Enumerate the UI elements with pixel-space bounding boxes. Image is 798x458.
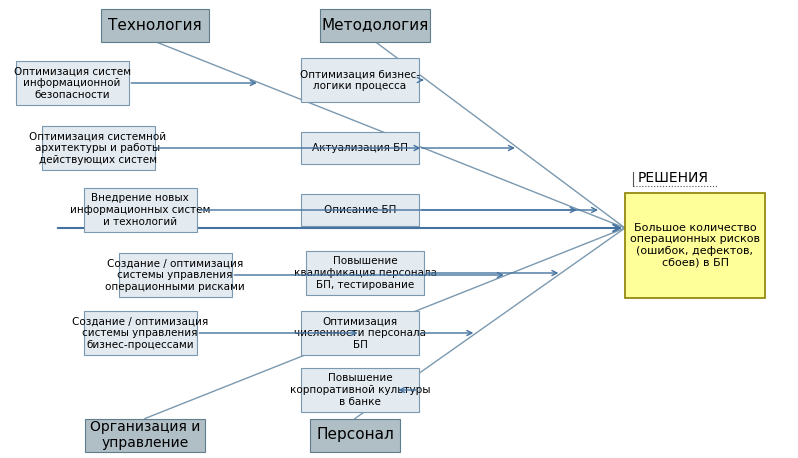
- FancyBboxPatch shape: [101, 9, 209, 42]
- Text: РЕШЕНИЯ: РЕШЕНИЯ: [638, 171, 709, 185]
- Text: Оптимизация систем
информационной
безопасности: Оптимизация систем информационной безопа…: [14, 66, 131, 99]
- FancyBboxPatch shape: [15, 61, 128, 105]
- FancyBboxPatch shape: [301, 311, 419, 355]
- Text: Описание БП: Описание БП: [324, 205, 396, 215]
- FancyBboxPatch shape: [301, 132, 419, 164]
- Text: Большое количество
операционных рисков
(ошибок, дефектов,
сбоев) в БП: Большое количество операционных рисков (…: [630, 223, 760, 267]
- Text: Повышение
корпоративной культуры
в банке: Повышение корпоративной культуры в банке: [290, 373, 430, 407]
- Text: Создание / оптимизация
системы управления
операционными рисками: Создание / оптимизация системы управлени…: [105, 258, 245, 292]
- FancyBboxPatch shape: [301, 194, 419, 226]
- FancyBboxPatch shape: [301, 58, 419, 102]
- Text: Создание / оптимизация
системы управления
бизнес-процессами: Создание / оптимизация системы управлени…: [72, 316, 208, 349]
- FancyBboxPatch shape: [85, 419, 205, 452]
- Text: Технология: Технология: [109, 17, 202, 33]
- Text: Организация и
управление: Организация и управление: [90, 420, 200, 450]
- FancyBboxPatch shape: [84, 188, 196, 232]
- FancyBboxPatch shape: [41, 126, 155, 170]
- FancyBboxPatch shape: [84, 311, 196, 355]
- Text: Внедрение новых
информационных систем
и технологий: Внедрение новых информационных систем и …: [69, 193, 210, 227]
- FancyBboxPatch shape: [320, 9, 430, 42]
- FancyBboxPatch shape: [625, 192, 765, 298]
- Text: Оптимизация бизнес-
логики процесса: Оптимизация бизнес- логики процесса: [300, 69, 420, 91]
- Text: Актуализация БП: Актуализация БП: [312, 143, 408, 153]
- Text: Оптимизация
численности персонала
БП: Оптимизация численности персонала БП: [294, 316, 426, 349]
- FancyBboxPatch shape: [301, 368, 419, 412]
- Text: Повышение
квалификация персонала
БП, тестирование: Повышение квалификация персонала БП, тес…: [294, 256, 437, 289]
- Text: Методология: Методология: [322, 17, 429, 33]
- FancyBboxPatch shape: [310, 419, 400, 452]
- Text: Оптимизация системной
архитектуры и работы
действующих систем: Оптимизация системной архитектуры и рабо…: [30, 131, 167, 164]
- FancyBboxPatch shape: [306, 251, 424, 295]
- Text: Персонал: Персонал: [316, 427, 394, 442]
- FancyBboxPatch shape: [118, 253, 231, 297]
